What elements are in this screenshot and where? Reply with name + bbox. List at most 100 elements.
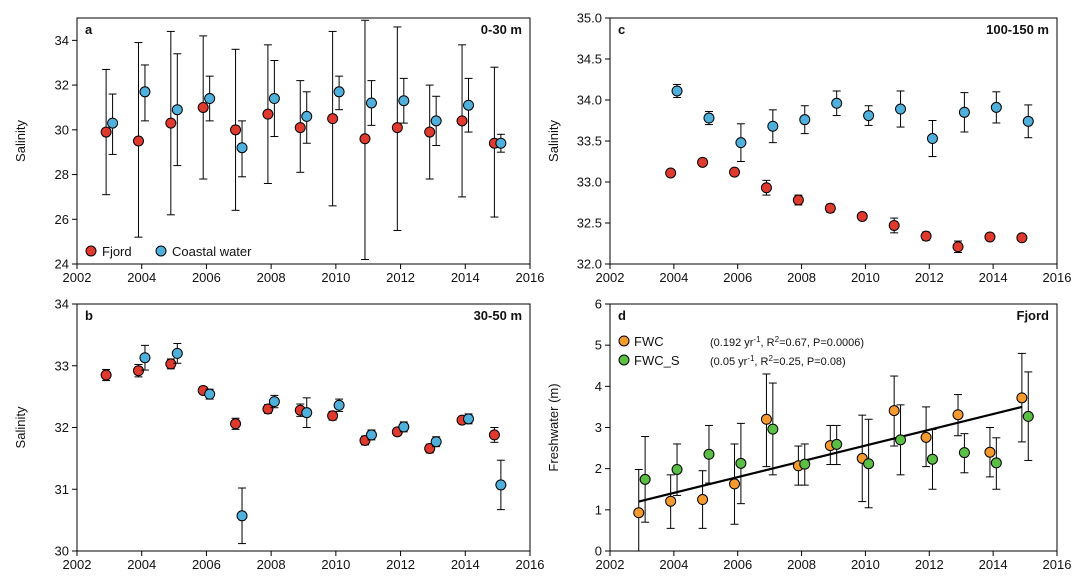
panel-depth-label: 100-150 m bbox=[986, 22, 1049, 37]
y-tick-label: 34 bbox=[55, 33, 69, 48]
x-tick-label: 2016 bbox=[1043, 557, 1072, 572]
y-axis-label: Freshwater (m) bbox=[546, 383, 561, 471]
data-point bbox=[230, 124, 242, 136]
panel-a: 2002 2004 2006 2008 2010 2012 2014 2016 24 26 28 30… bbox=[13, 17, 545, 285]
x-tick-label: 2008 bbox=[257, 270, 286, 285]
data-point bbox=[920, 230, 932, 242]
data-point bbox=[488, 429, 500, 441]
data-point bbox=[824, 202, 836, 214]
data-point bbox=[132, 365, 144, 377]
data-point bbox=[831, 97, 843, 109]
data-point bbox=[703, 112, 715, 124]
data-point bbox=[456, 115, 468, 127]
data-point bbox=[197, 101, 209, 113]
panel-letter: b bbox=[85, 308, 93, 323]
data-point bbox=[671, 85, 683, 97]
x-tick-label: 2002 bbox=[63, 270, 92, 285]
data-point bbox=[333, 86, 345, 98]
x-tick-label: 2010 bbox=[851, 557, 880, 572]
y-tick-label: 30 bbox=[55, 122, 69, 137]
data-point bbox=[301, 110, 313, 122]
panel-depth-label: 0-30 m bbox=[481, 22, 522, 37]
y-tick-label: 1 bbox=[595, 502, 602, 517]
y-tick-label: 4 bbox=[595, 379, 602, 394]
panel-d: 2002 2004 2006 2008 2010 2012 2014 2016 0 1 2 3 4 5 6 F… bbox=[546, 297, 1071, 573]
x-tick-label: 2002 bbox=[63, 557, 92, 572]
data-point bbox=[107, 117, 119, 129]
series-coastal-water bbox=[139, 343, 507, 545]
data-point bbox=[767, 120, 779, 132]
data-point bbox=[171, 104, 183, 116]
data-point bbox=[391, 122, 403, 134]
data-point bbox=[262, 108, 274, 120]
series-coastal-water bbox=[671, 83, 1034, 162]
x-tick-label: 2016 bbox=[1043, 270, 1072, 285]
data-point bbox=[327, 410, 339, 422]
y-tick-label: 35.0 bbox=[577, 11, 602, 26]
data-point bbox=[863, 458, 875, 470]
data-point bbox=[958, 447, 970, 459]
legend-label: FWC bbox=[634, 334, 664, 349]
x-tick-label: 2008 bbox=[257, 557, 286, 572]
x-tick-label: 2014 bbox=[979, 557, 1008, 572]
y-tick-label: 32 bbox=[55, 420, 69, 435]
data-point bbox=[268, 93, 280, 105]
data-point bbox=[100, 126, 112, 138]
data-point bbox=[697, 156, 709, 168]
data-point bbox=[990, 101, 1002, 113]
data-point bbox=[735, 457, 747, 469]
data-point bbox=[984, 231, 996, 243]
x-tick-label: 2016 bbox=[516, 270, 545, 285]
data-point bbox=[171, 347, 183, 359]
x-tick-label: 2002 bbox=[596, 270, 625, 285]
panel-letter: c bbox=[618, 22, 625, 37]
series-fwc-s bbox=[639, 371, 1034, 523]
data-point bbox=[920, 431, 932, 443]
data-point bbox=[760, 413, 772, 425]
y-tick-label: 31 bbox=[55, 482, 69, 497]
data-point bbox=[984, 446, 996, 458]
x-tick-label: 2004 bbox=[659, 270, 688, 285]
y-tick-label: 34 bbox=[55, 297, 69, 312]
x-tick-label: 2012 bbox=[386, 270, 415, 285]
legend-marker bbox=[155, 245, 167, 257]
x-tick-label: 2008 bbox=[787, 557, 816, 572]
data-point bbox=[204, 388, 216, 400]
data-point bbox=[359, 133, 371, 145]
series-fjord bbox=[100, 19, 500, 261]
data-point bbox=[230, 418, 242, 430]
y-tick-label: 34.0 bbox=[577, 93, 602, 108]
y-tick-label: 5 bbox=[595, 338, 602, 353]
data-point bbox=[424, 126, 436, 138]
legend-marker bbox=[618, 335, 630, 347]
x-tick-label: 2006 bbox=[192, 270, 221, 285]
panel-b: 2002 2004 2006 2008 2010 2012 2014 2016 30 31 32 33… bbox=[13, 297, 544, 573]
y-tick-label: 26 bbox=[55, 212, 69, 227]
data-point bbox=[729, 166, 741, 178]
data-point bbox=[294, 122, 306, 134]
data-point bbox=[1022, 115, 1034, 127]
legend-label: Coastal water bbox=[172, 244, 252, 259]
data-point bbox=[697, 494, 709, 506]
data-point bbox=[895, 103, 907, 115]
data-point bbox=[792, 194, 804, 206]
data-point bbox=[831, 438, 843, 450]
data-point bbox=[926, 133, 938, 145]
data-point bbox=[463, 99, 475, 111]
data-point bbox=[1016, 392, 1028, 404]
plot-frame bbox=[76, 17, 531, 265]
series-fjord bbox=[665, 156, 1028, 254]
data-point bbox=[365, 429, 377, 441]
y-tick-label: 28 bbox=[55, 167, 69, 182]
data-point bbox=[760, 182, 772, 194]
data-point bbox=[132, 135, 144, 147]
y-tick-label: 32 bbox=[55, 78, 69, 93]
x-tick-label: 2014 bbox=[451, 270, 480, 285]
x-tick-label: 2004 bbox=[659, 557, 688, 572]
data-point bbox=[863, 110, 875, 122]
data-point bbox=[236, 142, 248, 154]
data-point bbox=[301, 407, 313, 419]
y-tick-label: 3 bbox=[595, 420, 602, 435]
y-axis-label: Salinity bbox=[546, 120, 561, 162]
